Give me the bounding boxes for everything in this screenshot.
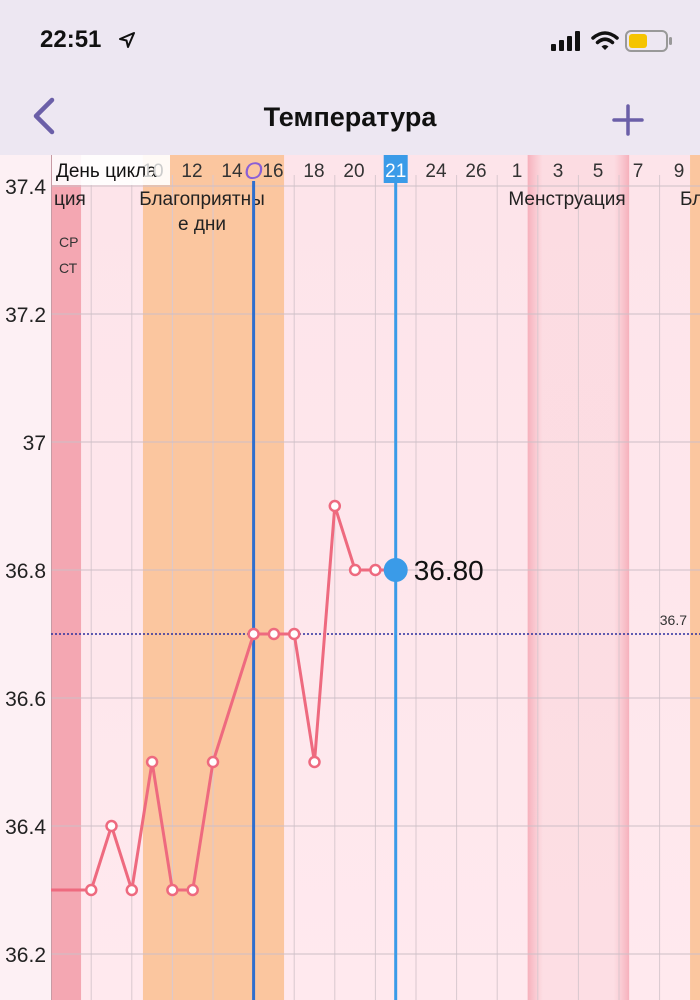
status-time: 22:51 bbox=[40, 26, 102, 53]
temperature-point[interactable] bbox=[84, 883, 98, 897]
temperature-point[interactable] bbox=[105, 819, 118, 833]
x-tick-label: 3 bbox=[553, 161, 564, 182]
coverline-label: 36.7 bbox=[660, 612, 687, 628]
x-tick-label: 20 bbox=[343, 161, 364, 182]
temperature-point[interactable] bbox=[206, 755, 220, 769]
band-label-menstruation-previous: ция bbox=[54, 189, 86, 210]
menstruation-band-previous bbox=[51, 155, 82, 1000]
band-label-fertile-line1: Благоприятны bbox=[139, 189, 265, 210]
temperature-point[interactable] bbox=[166, 883, 179, 897]
weekday-label: СР bbox=[59, 234, 78, 250]
header-label-background bbox=[52, 155, 170, 185]
y-axis-strip bbox=[0, 155, 51, 1000]
wifi-icon bbox=[591, 31, 619, 50]
temperature-point[interactable] bbox=[348, 563, 362, 577]
temperature-point[interactable] bbox=[328, 499, 342, 513]
navigation-bar: Температура bbox=[0, 80, 700, 155]
temperature-point[interactable] bbox=[308, 755, 321, 769]
page-title: Температура bbox=[263, 102, 437, 132]
selected-temperature-point[interactable] bbox=[383, 558, 408, 582]
y-tick-label: 37.2 bbox=[5, 304, 46, 327]
plus-icon[interactable] bbox=[608, 100, 648, 140]
chevron-left-icon[interactable] bbox=[28, 94, 64, 138]
selected-day-label: 21 bbox=[385, 161, 406, 182]
x-tick-label: 24 bbox=[425, 161, 447, 182]
x-tick-label: 7 bbox=[633, 161, 644, 182]
y-tick-label: 36.8 bbox=[5, 560, 46, 583]
y-tick-label: 37.4 bbox=[5, 176, 46, 199]
weekday-label: СТ bbox=[59, 260, 78, 276]
x-tick-label: 14 bbox=[221, 161, 243, 182]
y-tick-label: 36.6 bbox=[5, 688, 46, 711]
band-label-fertile-next: Бл bbox=[680, 189, 700, 210]
temperature-chart[interactable]: 37.4 37.2 37 36.8 36.6 36.4 36.2 День цикла 12 14… bbox=[0, 155, 700, 1000]
y-tick-label: 36.4 bbox=[5, 816, 46, 839]
x-tick-label: 26 bbox=[465, 161, 486, 182]
band-label-fertile-line2: е дни bbox=[178, 214, 226, 235]
y-tick-label: 37 bbox=[23, 432, 46, 455]
selected-day-badge[interactable] bbox=[383, 155, 408, 183]
temperature-point[interactable] bbox=[267, 627, 281, 641]
band-label-menstruation-next: Менструация bbox=[508, 189, 625, 210]
header-label: День цикла bbox=[56, 161, 157, 182]
temperature-point[interactable] bbox=[287, 627, 301, 641]
x-tick-label: 16 bbox=[262, 161, 283, 182]
x-tick-label: 9 bbox=[674, 161, 685, 182]
x-tick-label: 18 bbox=[303, 161, 324, 182]
fertile-band-next bbox=[690, 155, 700, 1000]
temperature-point[interactable] bbox=[369, 563, 382, 577]
temperature-point[interactable] bbox=[247, 627, 260, 641]
battery-icon bbox=[625, 30, 672, 52]
y-tick-label: 36.2 bbox=[5, 944, 46, 967]
temperature-point[interactable] bbox=[186, 883, 199, 897]
selected-temperature-value: 36.80 bbox=[414, 555, 484, 586]
location-arrow-icon bbox=[119, 32, 135, 48]
x-tick-label-dimmed: 10 bbox=[142, 161, 163, 182]
status-bar: 22:51 bbox=[0, 0, 700, 80]
x-tick-label: 12 bbox=[181, 161, 202, 182]
temperature-point[interactable] bbox=[125, 883, 139, 897]
cellular-signal-icon bbox=[551, 31, 580, 51]
x-tick-label: 5 bbox=[593, 161, 604, 182]
x-tick-label: 1 bbox=[512, 161, 523, 182]
temperature-series-line bbox=[51, 504, 396, 892]
temperature-point[interactable] bbox=[145, 755, 159, 769]
ovulation-marker: O bbox=[244, 158, 263, 185]
